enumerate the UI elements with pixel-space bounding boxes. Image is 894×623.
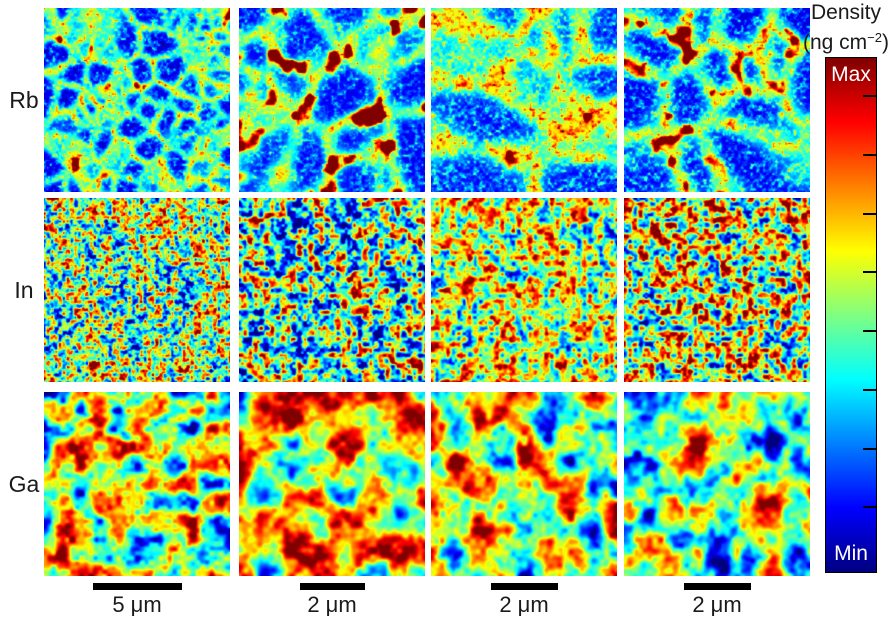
density-map-ga-col2 [239,392,425,576]
density-map-rb-col1 [44,8,230,192]
row-label-in: In [14,276,34,303]
colorbar-tick-8 [863,506,876,508]
scale-bar-label-col1: 5 μm [112,592,162,617]
scale-bar-col3 [490,583,558,590]
colorbar-unit-exponent: −2 [867,30,882,45]
colorbar-tick-7 [863,448,876,450]
colorbar-title: Density (ng cm−2) [784,1,894,55]
density-map-rb-col4 [624,8,810,192]
colorbar-unit: (ng cm−2) [784,25,894,55]
colorbar-tick-1 [863,95,876,97]
colorbar-tick-2 [863,154,876,156]
density-map-ga-col4 [624,392,810,576]
colorbar-title-text: Density [810,1,882,24]
scale-bar-col2 [299,583,365,590]
colorbar-unit-pre: (ng cm [802,31,868,54]
density-map-ga-col3 [431,392,617,576]
colorbar-max-label: Max [831,63,871,86]
density-map-in-col4 [624,198,810,382]
density-map-in-col2 [239,198,425,382]
scale-bar-col4 [683,583,751,590]
colorbar-tick-5 [863,330,876,332]
density-map-in-col3 [431,198,617,382]
density-map-in-col1 [44,198,230,382]
colorbar-tick-6 [863,389,876,391]
row-label-ga: Ga [8,470,40,497]
scale-bar-label-col2: 2 μm [307,592,357,617]
colorbar-unit-post: ) [882,31,889,54]
colorbar-tick-4 [863,271,876,273]
colorbar-min-label: Min [834,542,868,565]
row-label-rb: Rb [9,86,39,113]
scale-bar-label-col3: 2 μm [499,592,549,617]
density-map-ga-col1 [44,392,230,576]
density-map-rb-col2 [239,8,425,192]
colorbar-title-line1: Density [784,1,894,25]
scale-bar-label-col4: 2 μm [692,592,742,617]
scale-bar-col1 [92,583,182,590]
colorbar-tick-3 [863,213,876,215]
colorbar-gradient: Max Min [825,57,877,573]
density-map-rb-col3 [431,8,617,192]
